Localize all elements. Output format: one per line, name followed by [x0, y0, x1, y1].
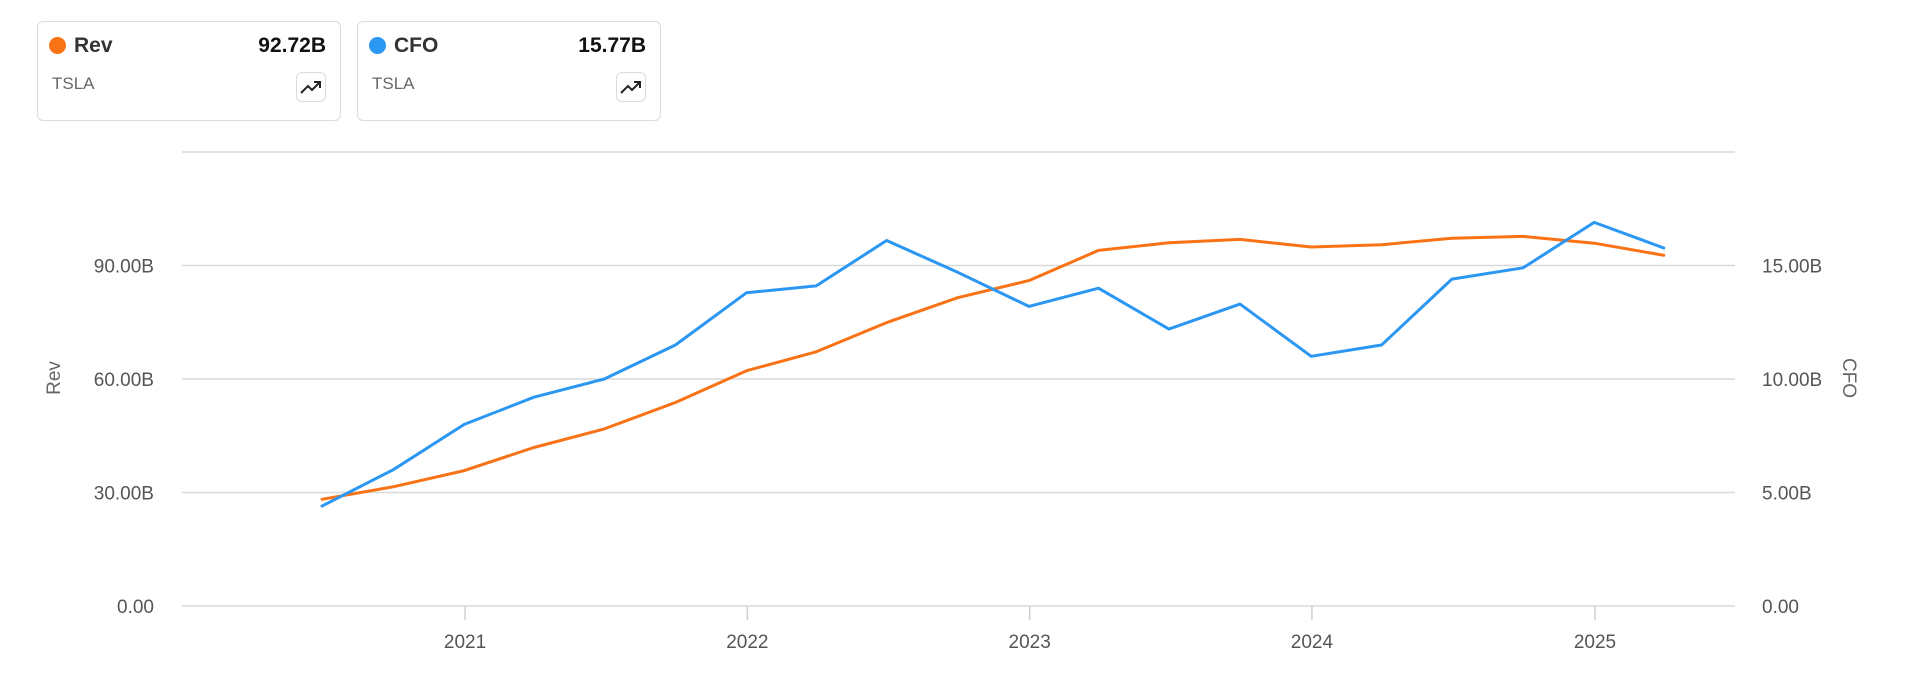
y-left-tick-label: 0.00	[117, 597, 154, 618]
series-line-cfo	[320, 220, 1666, 508]
x-tick-label: 2025	[1574, 632, 1616, 653]
legend-series-name: Rev	[74, 34, 113, 57]
y-left-tick-label: 60.00B	[94, 370, 154, 391]
x-tick-label: 2021	[444, 632, 486, 653]
x-tick-label: 2024	[1291, 632, 1334, 653]
legend-series-name: CFO	[394, 34, 439, 57]
y-right-tick-label: 15.00B	[1762, 257, 1822, 278]
y-right-tick-label: 5.00B	[1762, 484, 1812, 505]
legend-series-value: 92.72B	[258, 34, 326, 57]
cfo-color-dot	[369, 37, 386, 54]
y-right-tick-label: 0.00	[1762, 597, 1799, 618]
trend-up-icon[interactable]	[616, 72, 646, 102]
y-left-tick-label: 90.00B	[94, 257, 154, 278]
legend-ticker: TSLA	[52, 74, 95, 93]
trend-up-icon[interactable]	[296, 72, 326, 102]
series-line-rev	[320, 234, 1666, 501]
x-tick-label: 2022	[726, 632, 768, 653]
legend-card-cfo[interactable]: CFO 15.77B TSLA	[357, 21, 661, 121]
legend-card-rev[interactable]: Rev 92.72B TSLA	[37, 21, 341, 121]
legend-ticker: TSLA	[372, 74, 415, 93]
x-tick-label: 2023	[1009, 632, 1051, 653]
y-axis-right-title: CFO	[1838, 358, 1859, 398]
y-axis-left-title: Rev	[44, 361, 65, 395]
y-left-tick-label: 30.00B	[94, 484, 154, 505]
legend-series-value: 15.77B	[578, 34, 646, 57]
y-right-tick-label: 10.00B	[1762, 370, 1822, 391]
rev-color-dot	[49, 37, 66, 54]
